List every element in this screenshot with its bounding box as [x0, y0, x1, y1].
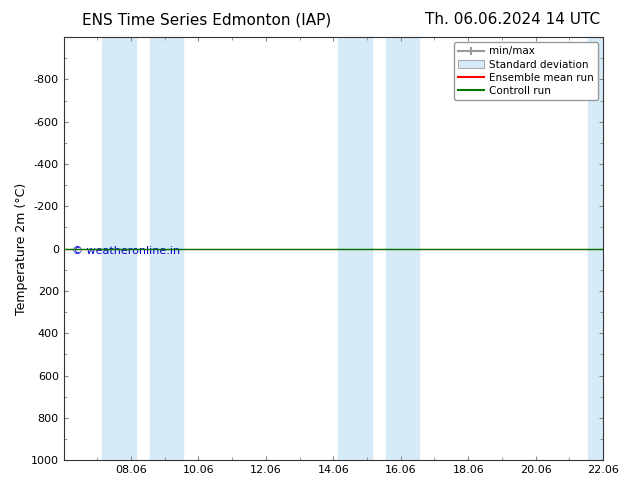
Bar — [339, 37, 372, 460]
Bar — [385, 37, 419, 460]
Bar — [150, 37, 183, 460]
Text: ENS Time Series Edmonton (IAP): ENS Time Series Edmonton (IAP) — [82, 12, 332, 27]
Text: © weatheronline.in: © weatheronline.in — [72, 246, 180, 256]
Bar — [103, 37, 136, 460]
Text: Th. 06.06.2024 14 UTC: Th. 06.06.2024 14 UTC — [425, 12, 600, 27]
Y-axis label: Temperature 2m (°C): Temperature 2m (°C) — [15, 182, 28, 315]
Legend: min/max, Standard deviation, Ensemble mean run, Controll run: min/max, Standard deviation, Ensemble me… — [453, 42, 598, 100]
Bar — [588, 37, 603, 460]
